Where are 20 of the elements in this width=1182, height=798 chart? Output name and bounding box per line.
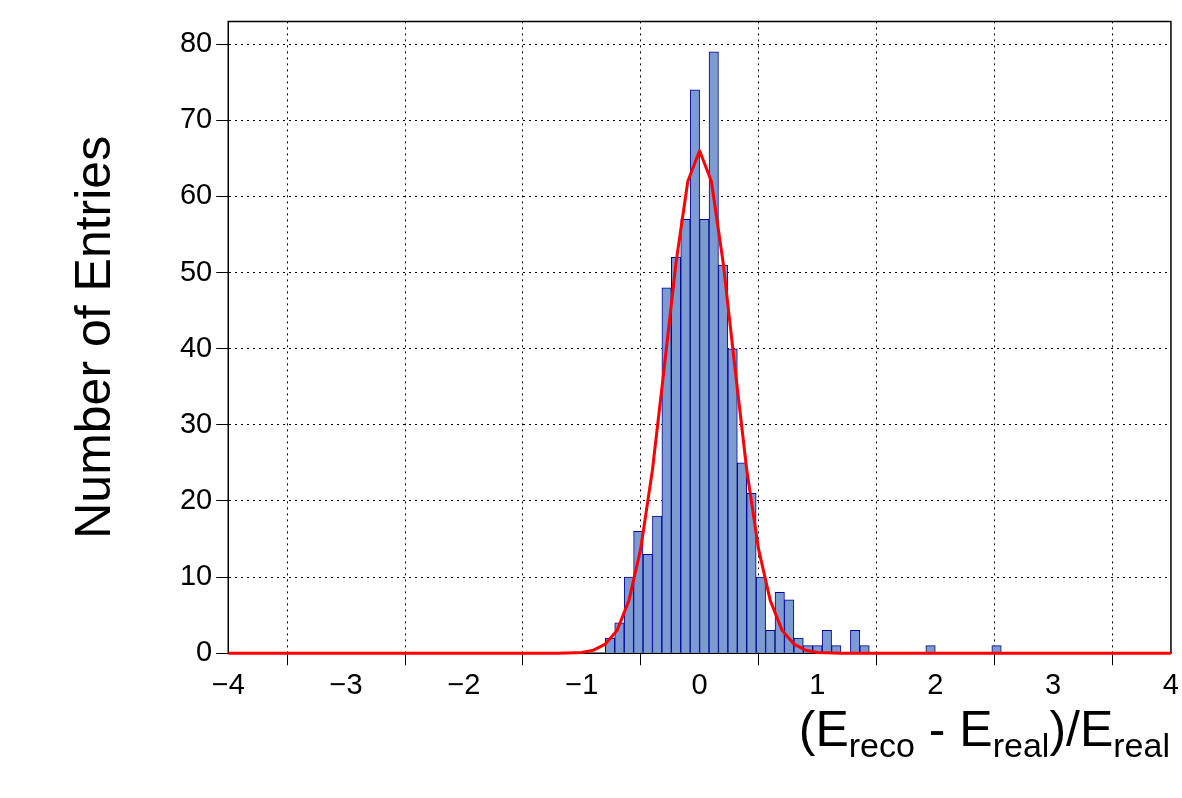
x-tick-label: 4 — [1162, 667, 1180, 700]
y-tick-label: 40 — [179, 330, 213, 363]
x-tick-label: −4 — [211, 667, 245, 700]
y-axis-title: Number of Entries — [64, 135, 121, 539]
x-tick-label: −1 — [565, 667, 599, 700]
y-tick-label: 10 — [179, 559, 213, 592]
y-tick-label: 20 — [179, 482, 213, 515]
y-tick-label: 50 — [179, 254, 213, 287]
x-tick-label: 3 — [1045, 667, 1062, 700]
x-axis-title: (E$_{reco}$ - E$_{real}$)/E$_{real}$ — [798, 700, 1170, 765]
y-tick-label: 60 — [179, 178, 213, 211]
y-tick-label: 30 — [179, 406, 213, 439]
x-tick-label: 1 — [809, 667, 826, 700]
x-tick-label: −3 — [329, 667, 363, 700]
y-tick-label: 70 — [179, 102, 213, 135]
x-tick-label: −2 — [447, 667, 481, 700]
x-tick-label: 0 — [691, 667, 708, 700]
y-tick-label: 80 — [179, 26, 213, 59]
x-tick-label: 2 — [927, 667, 944, 700]
y-tick-label: 0 — [196, 635, 213, 668]
